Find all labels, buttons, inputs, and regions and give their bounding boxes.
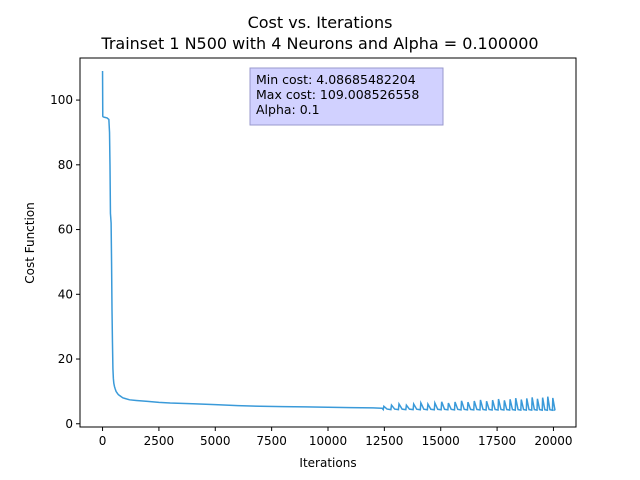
chart-subtitle: Trainset 1 N500 with 4 Neurons and Alpha… — [100, 34, 538, 53]
x-axis-label: Iterations — [299, 456, 356, 470]
x-tick-label: 15000 — [422, 434, 460, 448]
x-tick-label: 5000 — [200, 434, 231, 448]
annotation-line: Alpha: 0.1 — [256, 102, 320, 117]
annotation-box — [249, 67, 444, 126]
x-tick-label: 2500 — [144, 434, 175, 448]
y-tick-label: 40 — [58, 287, 73, 301]
x-tick-label: 0 — [99, 434, 107, 448]
chart-title: Cost vs. Iterations — [248, 13, 393, 32]
x-tick-label: 10000 — [309, 434, 347, 448]
y-axis-label: Cost Function — [23, 202, 37, 284]
x-tick-label: 17500 — [478, 434, 516, 448]
y-tick-label: 20 — [58, 352, 73, 366]
x-tick-label: 7500 — [256, 434, 287, 448]
x-tick-label: 20000 — [534, 434, 572, 448]
plot-area: 0 2500 5000 7500 10000 12500 15000 17500 20000 0 2… — [50, 57, 577, 448]
annotation-line: Min cost: 4.08685482204 — [256, 72, 416, 87]
annotation-line: Max cost: 109.008526558 — [256, 87, 419, 102]
y-tick-label: 0 — [65, 417, 73, 431]
x-tick-label: 12500 — [365, 434, 403, 448]
y-tick-label: 80 — [58, 158, 73, 172]
y-tick-label: 100 — [50, 93, 73, 107]
cost-series-line — [101, 70, 556, 412]
y-tick-label: 60 — [58, 223, 73, 237]
